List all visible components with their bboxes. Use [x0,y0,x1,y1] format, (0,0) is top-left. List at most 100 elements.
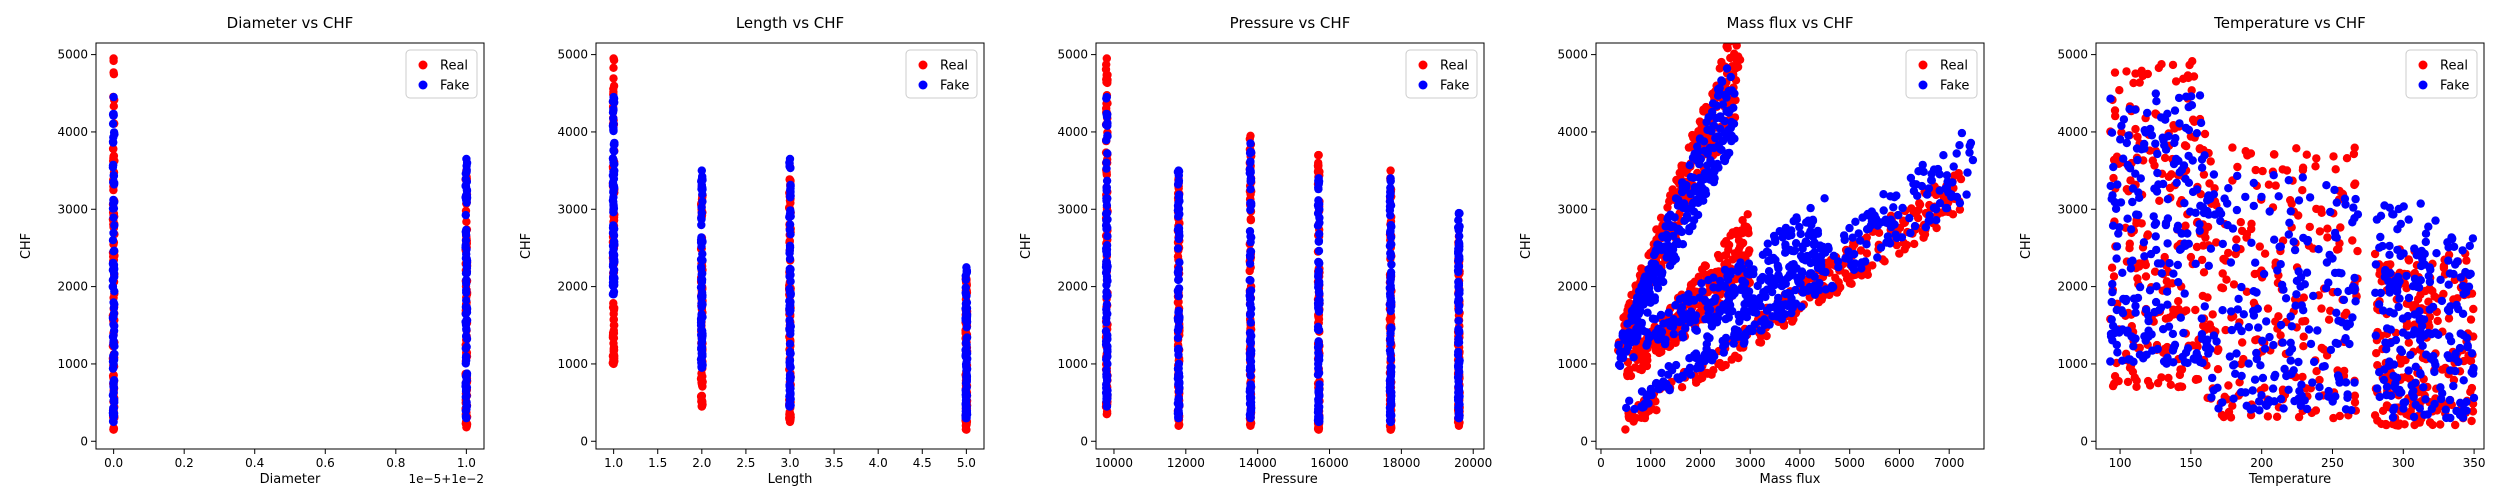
real-point [2232,235,2241,244]
fake-point [109,160,118,170]
real-point [2203,222,2213,232]
fake-point [1873,253,1882,262]
fake-point [1879,190,1888,199]
fake-point [1454,224,1463,233]
fake-point [1102,313,1111,323]
real-point [2469,304,2478,314]
fake-point [1102,305,1111,314]
fake-point [109,228,118,238]
real-point [2466,387,2475,397]
fake-point [2308,378,2317,387]
real-point [2247,224,2256,234]
fake-point [786,373,795,382]
fake-point [2195,220,2204,229]
real-point [2336,223,2345,232]
fake-point [1778,233,1787,242]
fake-point [2128,197,2137,207]
fake-point [1102,372,1111,381]
real-point [1677,383,1687,392]
fake-point [2276,320,2286,330]
x-tick-label: 10000 [1095,456,1133,470]
fake-point [961,275,971,284]
real-point [2235,378,2244,387]
x-tick-label: 0.6 [316,456,335,470]
fake-point [2169,269,2178,278]
legend-label-real: Real [1940,59,1968,74]
fake-point [462,296,471,305]
fake-point [1713,313,1723,322]
fake-point [1386,252,1396,261]
fake-point [2108,279,2117,289]
fake-point [1791,239,1801,248]
fake-point [1889,203,1898,212]
real-point [2109,173,2118,183]
fake-point [2333,339,2342,348]
axes-frame [1095,42,1485,450]
fake-point [1683,367,1692,376]
fake-point [2330,185,2339,195]
fake-point [1454,326,1463,335]
fake-point [2345,339,2354,349]
fake-point [2140,252,2149,261]
real-point [2299,342,2308,351]
fake-point [1174,371,1183,381]
fake-point [1454,316,1463,325]
fake-point [786,389,795,398]
fake-point [1706,156,1715,165]
fake-point [2151,297,2161,307]
fake-point [1906,228,1915,238]
fake-point [2286,207,2295,216]
fake-point [108,119,118,128]
real-point [2182,142,2191,151]
fake-point [1173,244,1183,253]
legend-label-fake: Fake [440,79,469,94]
fake-point [1935,170,1944,179]
fake-point [1102,158,1111,167]
fake-point [1315,280,1324,289]
fake-point [1246,349,1255,358]
fake-point [1246,406,1255,415]
fake-point [462,371,472,380]
fake-point [2156,303,2166,312]
fake-point [1909,186,1919,196]
fake-point [1634,287,1644,296]
chart-title: Mass flux vs CHF [1727,14,1854,32]
fake-point [1684,290,1693,299]
fake-point [2152,187,2162,196]
fake-point [2191,259,2200,268]
real-point [1656,213,1666,222]
fake-point [1454,363,1463,372]
fake-point [698,197,707,206]
fake-point [2164,132,2173,141]
fake-point [1942,171,1952,180]
real-point [2433,316,2442,326]
fake-point [2150,220,2159,229]
fake-point [1702,344,1711,354]
fake-point [1815,264,1824,273]
fake-point [2157,269,2166,278]
fake-point [1386,277,1395,287]
real-point [1684,143,1694,152]
fake-point [2174,93,2184,103]
y-tick-label: 5000 [1057,48,1088,62]
fake-point [1891,230,1900,239]
fake-point [609,231,619,240]
fake-point [2150,307,2159,317]
x-tick-label: 16000 [1310,456,1348,470]
real-point [1246,216,1256,225]
fake-point [1914,167,1923,176]
fake-point [1781,223,1791,233]
real-point [1723,44,1732,53]
fake-point [1796,279,1805,288]
fake-point [1656,310,1666,320]
fake-point [1757,317,1766,326]
real-point [2271,181,2280,190]
x-tick-label: 0 [1597,456,1605,470]
fake-point [1841,254,1850,263]
real-point [2171,77,2181,86]
fake-point [2187,101,2197,110]
fake-point [1862,240,1871,249]
fake-point [785,297,795,306]
fake-point [1678,333,1688,342]
